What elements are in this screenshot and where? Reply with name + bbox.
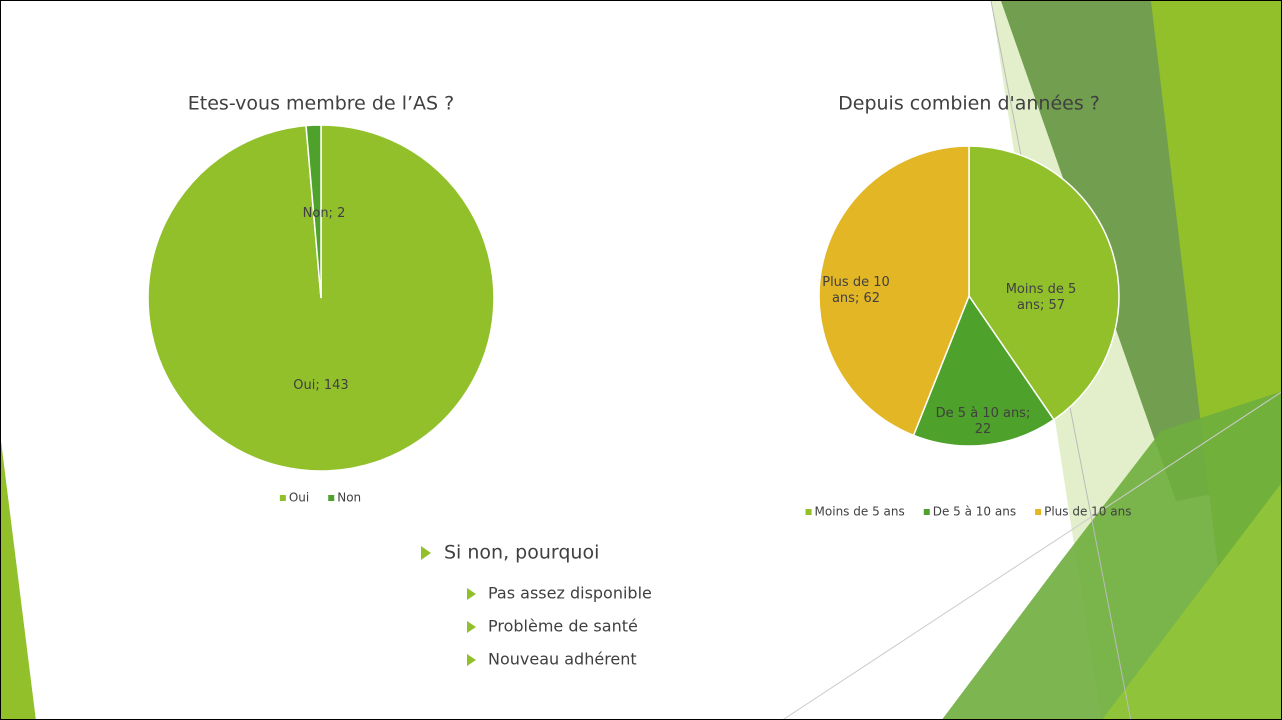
legend-swatch [279,495,286,501]
legend-label: Plus de 10 ans [1044,505,1131,519]
chart-title: Etes-vous membre de l’AS ? [188,93,454,115]
data-label: De 5 à 10 ans; 22 [935,406,1031,437]
pie-slice [912,294,1055,447]
pie-slice [305,124,322,299]
legend-label: Moins de 5 ans [815,505,905,519]
data-label: Moins de 5 ans; 57 [1005,282,1077,313]
data-label: Oui; 143 [293,378,349,393]
bullets: Si non, pourquoi [421,542,599,564]
chart-title: Depuis combien d'années ? [838,93,1100,115]
bullet-arrow [467,588,476,600]
legend-swatch [923,509,930,515]
pie-slice [968,145,1120,421]
legend-label: Oui [289,491,309,505]
legend-label: Non [337,491,361,505]
data-label: Non; 2 [302,206,346,221]
legend-swatch [1035,509,1042,515]
legend-label: De 5 à 10 ans [933,505,1016,519]
bullet-heading: Si non, pourquoi [444,542,599,564]
legend-swatch [805,509,812,515]
bullet-arrow [421,546,431,560]
bullet-item: Problème de santé [488,617,638,636]
bullet-arrow [467,621,476,633]
bullet-item: Pas assez disponible [488,584,652,603]
pie-slice [818,145,970,437]
legend-swatch [328,495,335,501]
bullet-item: Nouveau adhérent [488,650,637,669]
bullet-arrow [467,654,476,666]
data-label: Plus de 10 ans; 62 [822,275,890,306]
